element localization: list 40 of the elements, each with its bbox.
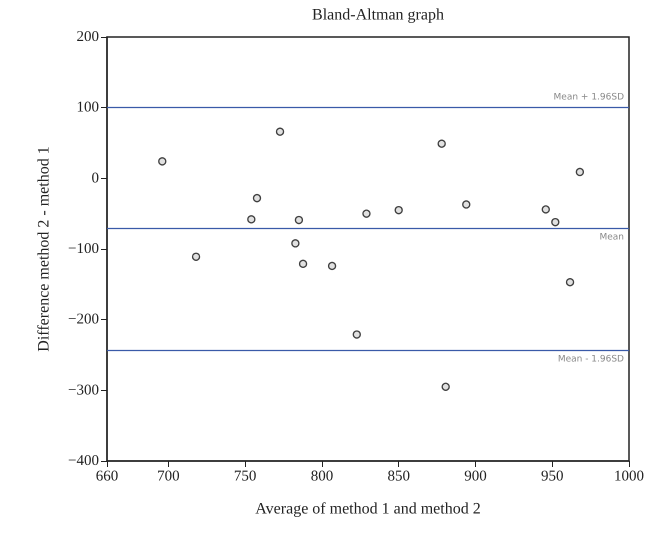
ref-line-label: Mean - 1.96SD — [558, 354, 624, 365]
point — [192, 252, 200, 261]
y-tick-label: −400 — [68, 453, 99, 469]
chart-title: Bland-Altman graph — [312, 6, 444, 24]
point — [252, 194, 262, 202]
ref-line-label: Mean + 1.96SD — [554, 92, 624, 102]
point — [442, 382, 450, 391]
ref-line-label: Mean — [599, 232, 624, 242]
y-tick-label: −300 — [68, 382, 99, 398]
y-tick-label: −100 — [68, 241, 99, 257]
y-axis-title: Difference method 2 - method 1 — [36, 146, 52, 352]
x-tick-label: 950 — [540, 468, 564, 484]
point — [542, 205, 550, 214]
point — [298, 260, 308, 268]
point — [276, 128, 284, 136]
x-tick-label: 800 — [310, 468, 334, 484]
x-tick-label: 1000 — [614, 468, 644, 484]
point — [438, 140, 446, 148]
x-tick-label: 660 — [96, 468, 118, 484]
point — [576, 168, 584, 176]
point — [462, 200, 470, 209]
point — [328, 262, 336, 270]
x-axis-title: Average of method 1 and method 2 — [255, 500, 481, 518]
point — [352, 330, 361, 339]
point — [394, 206, 403, 214]
y-tick-label: 100 — [76, 100, 99, 116]
y-tick-label: −200 — [68, 312, 99, 328]
point — [551, 218, 560, 226]
point — [566, 278, 574, 286]
x-tick-label: 750 — [234, 468, 256, 484]
point — [291, 239, 300, 248]
point — [294, 216, 304, 224]
point — [158, 157, 166, 166]
point — [362, 210, 371, 218]
y-tick-label: 200 — [76, 29, 99, 45]
x-tick-label: 700 — [157, 468, 180, 484]
x-tick-label: 850 — [387, 468, 410, 484]
point — [247, 215, 256, 224]
x-tick-label: 900 — [464, 468, 487, 484]
y-tick-label: 0 — [92, 170, 99, 186]
